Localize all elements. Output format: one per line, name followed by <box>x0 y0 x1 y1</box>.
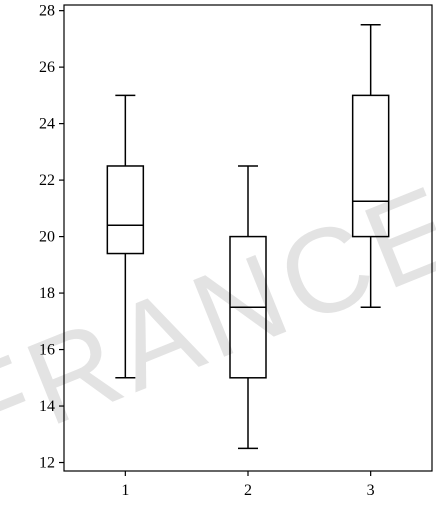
box-iqr <box>106 165 145 255</box>
y-tick-label: 18 <box>39 285 55 302</box>
y-tick-label: 20 <box>39 229 55 246</box>
x-tick-label: 2 <box>244 482 252 499</box>
watermark-layer: FRANCE <box>0 159 436 482</box>
box-iqr <box>351 94 390 238</box>
y-tick-label: 12 <box>39 455 55 472</box>
watermark-text: FRANCE <box>0 159 436 482</box>
y-tick-label: 16 <box>39 342 55 359</box>
y-tick-label: 22 <box>39 172 55 189</box>
x-tick-label: 1 <box>121 482 129 499</box>
y-tick-label: 28 <box>39 3 55 20</box>
y-tick-label: 26 <box>39 59 55 76</box>
y-tick-label: 14 <box>39 398 55 415</box>
y-tick-label: 24 <box>39 116 55 133</box>
x-tick-label: 3 <box>367 482 375 499</box>
